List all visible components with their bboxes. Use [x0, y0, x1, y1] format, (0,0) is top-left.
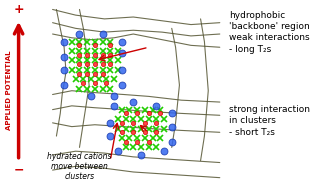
Text: 'backbone' region: 'backbone' region — [229, 22, 310, 31]
Text: APPLIED POTENTIAL: APPLIED POTENTIAL — [6, 51, 12, 130]
Text: hydrated cations
move between
clusters: hydrated cations move between clusters — [47, 152, 112, 181]
Text: in clusters: in clusters — [229, 116, 276, 125]
Text: - short T₂s: - short T₂s — [229, 128, 275, 137]
Text: −: − — [13, 164, 24, 177]
Text: +: + — [13, 3, 24, 16]
Text: - long T₂s: - long T₂s — [229, 45, 272, 54]
Text: strong interactions: strong interactions — [229, 105, 310, 114]
Text: hydrophobic: hydrophobic — [229, 11, 286, 20]
Text: weak interactions: weak interactions — [229, 33, 310, 42]
